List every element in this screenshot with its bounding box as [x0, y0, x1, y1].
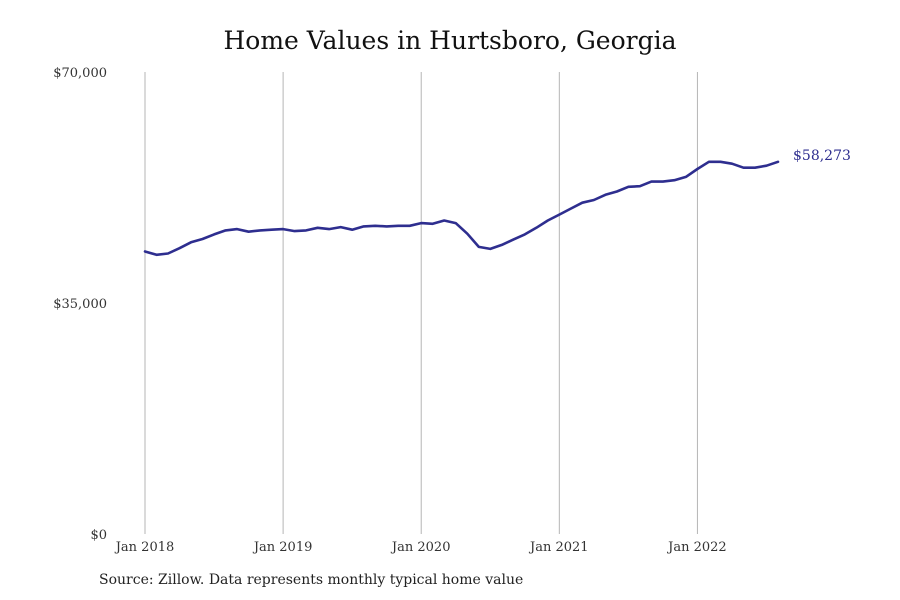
- series-line: [143, 160, 780, 257]
- y-tick-label: $70,000: [53, 66, 107, 81]
- y-tick-label: $35,000: [53, 297, 107, 312]
- x-tick-label: Jan 2019: [252, 540, 313, 555]
- axis-ticks: Jan 2018 Jan 2019 Jan 2020 Jan 2021 Jan 2022…: [53, 66, 726, 555]
- series-end-label: $58,273: [793, 148, 851, 164]
- x-tick-label: Jan 2018: [114, 540, 175, 555]
- series-layer: $58,273: [143, 148, 851, 257]
- y-tick-label: $0: [90, 528, 107, 543]
- source-note: Source: Zillow. Data represents monthly …: [99, 572, 524, 588]
- x-tick-label: Jan 2020: [390, 540, 451, 555]
- gridlines: [144, 72, 698, 534]
- x-tick-label: Jan 2021: [528, 540, 589, 555]
- x-tick-label: Jan 2022: [666, 540, 727, 555]
- chart-title: Home Values in Hurtsboro, Georgia: [223, 26, 677, 55]
